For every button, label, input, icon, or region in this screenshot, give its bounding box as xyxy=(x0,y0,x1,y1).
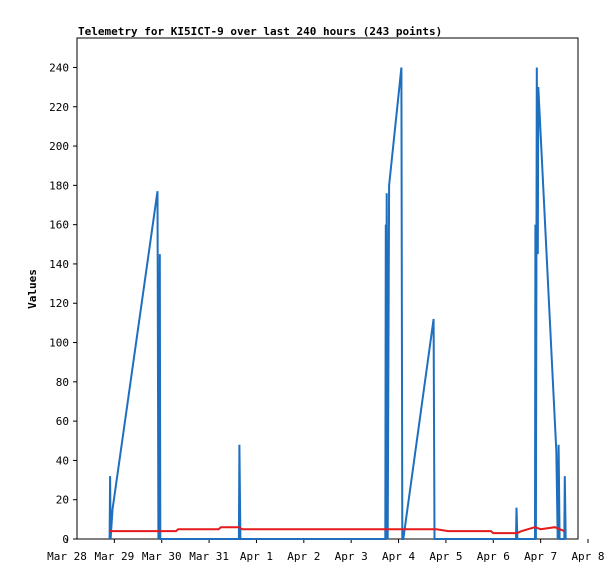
y-tick-label: 80 xyxy=(56,376,69,389)
y-tick-label: 200 xyxy=(49,140,69,153)
x-tick-label: Apr 3 xyxy=(335,550,368,563)
y-tick-label: 160 xyxy=(49,219,69,232)
x-axis: Mar 28 Mar 29 Mar 30 Mar 31 Apr 1 Apr 2 Apr 3 A… xyxy=(47,539,605,563)
x-tick-label: Apr 7 xyxy=(524,550,557,563)
y-tick-label: 180 xyxy=(49,179,69,192)
y-tick-label: 20 xyxy=(56,494,69,507)
x-tick-label: Apr 4 xyxy=(382,550,415,563)
y-axis: 0 20 40 60 80 100 120 140 160 180 200 220 240 xyxy=(49,61,77,546)
series-line-2 xyxy=(109,526,565,535)
x-tick-label: Apr 8 xyxy=(571,550,604,563)
x-tick-label: Apr 5 xyxy=(429,550,462,563)
y-tick-label: 120 xyxy=(49,297,69,310)
x-tick-label: Mar 28 xyxy=(47,550,87,563)
y-tick-label: 40 xyxy=(56,454,69,467)
y-tick-label: 60 xyxy=(56,415,69,428)
y-tick-label: 140 xyxy=(49,258,69,271)
series-layer xyxy=(108,67,567,540)
x-tick-label: Mar 30 xyxy=(142,550,182,563)
y-tick-label: 0 xyxy=(62,533,69,546)
series-line-1 xyxy=(108,67,567,540)
chart-title: Telemetry for KI5ICT-9 over last 240 hou… xyxy=(78,25,442,38)
x-tick-label: Apr 1 xyxy=(240,550,273,563)
y-tick-label: 220 xyxy=(49,101,69,114)
x-tick-label: Apr 2 xyxy=(287,550,320,563)
y-tick-label: 240 xyxy=(49,61,69,74)
x-tick-label: Mar 31 xyxy=(189,550,229,563)
y-axis-label: Values xyxy=(26,269,39,309)
y-tick-label: 100 xyxy=(49,337,69,350)
plot-area-border xyxy=(76,37,579,540)
x-tick-label: Apr 6 xyxy=(477,550,510,563)
x-tick-label: Mar 29 xyxy=(94,550,134,563)
